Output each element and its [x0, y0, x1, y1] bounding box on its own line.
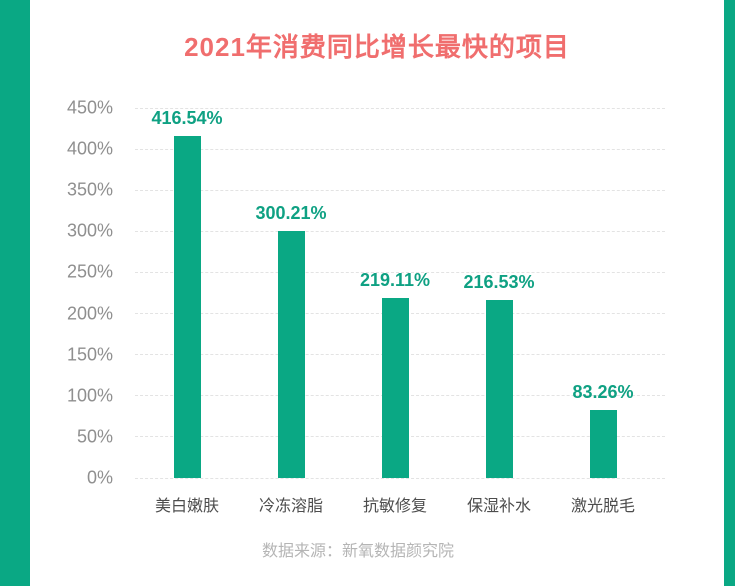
y-axis-tick-label: 200% — [66, 303, 113, 324]
gridline — [135, 148, 665, 150]
y-axis-tick-label: 100% — [66, 385, 113, 406]
bar-value-label: 416.54% — [151, 107, 223, 128]
gridline — [135, 271, 665, 273]
bar — [589, 409, 617, 478]
y-axis-tick-labels: 450% 400% 350% 300% 250% 200% 150% 100% 50% 0% — [0, 98, 113, 488]
bar — [277, 231, 305, 478]
bar — [485, 300, 513, 478]
bar-value-label: 216.53% — [463, 272, 535, 292]
y-axis-tick-label: 50% — [76, 426, 113, 447]
y-axis-tick-label: 400% — [66, 138, 113, 159]
category-label: 保湿补水 — [466, 498, 532, 515]
gridline — [135, 230, 665, 232]
bar-value-label: 219.11% — [359, 269, 431, 290]
category-label: 美白嫩肤 — [154, 498, 220, 515]
gridline — [135, 189, 665, 191]
plot-area: 416.54% 美白嫩肤 300.21% 冷冻溶脂 219.11% 抗敏修复 216.53%… — [135, 107, 665, 515]
chart-title: 2021年消费同比增长最快的项目 — [184, 32, 570, 62]
y-axis-tick-label: 300% — [66, 220, 113, 241]
category-label: 冷冻溶脂 — [258, 498, 324, 515]
bar-value-label: 83.26% — [572, 381, 634, 402]
gridline — [135, 477, 665, 479]
bar — [381, 297, 409, 478]
left-frame-stripe — [0, 0, 30, 586]
gridline — [135, 107, 665, 109]
right-frame-stripe — [724, 0, 735, 586]
y-axis-tick-label: 0% — [86, 467, 113, 488]
y-axis-tick-label: 250% — [66, 261, 113, 282]
y-axis-tick-label: 150% — [66, 344, 113, 365]
category-label: 激光脱毛 — [570, 498, 636, 515]
category-label: 抗敏修复 — [362, 498, 428, 515]
bar — [173, 135, 201, 478]
bar-value-label: 300.21% — [255, 203, 327, 224]
data-source-note: 数据来源：新氧数据颜究院 — [261, 543, 454, 560]
y-axis-tick-label: 350% — [66, 179, 113, 200]
y-axis-tick-label: 450% — [66, 97, 113, 118]
